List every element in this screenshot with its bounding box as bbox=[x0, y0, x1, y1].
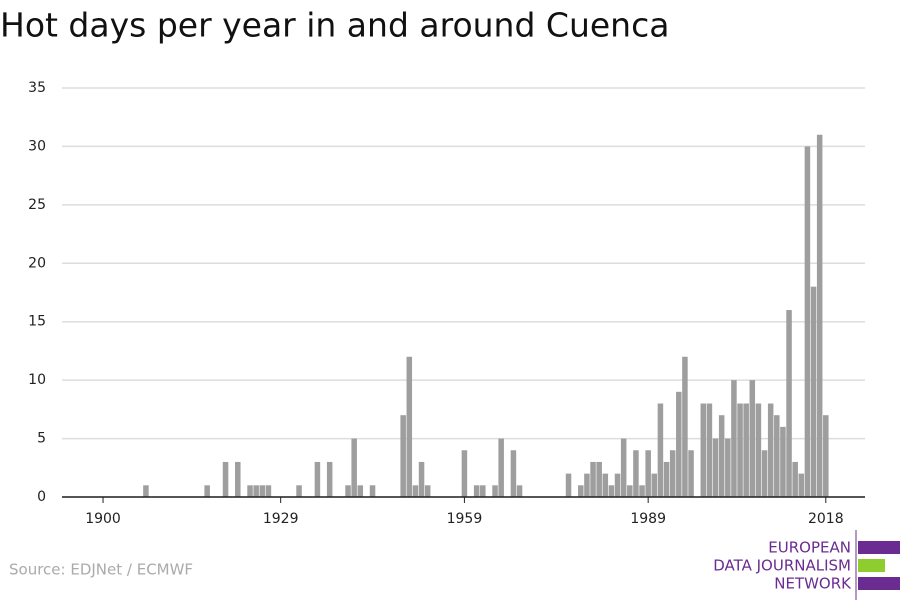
bar bbox=[204, 485, 210, 497]
bar bbox=[357, 485, 364, 497]
bar bbox=[578, 485, 584, 497]
bar bbox=[657, 403, 664, 497]
bar bbox=[761, 450, 768, 497]
bar bbox=[792, 461, 798, 497]
bar bbox=[731, 380, 737, 497]
bar bbox=[639, 485, 645, 497]
bar bbox=[645, 450, 651, 497]
y-tick-label: 5 bbox=[37, 431, 46, 447]
bar bbox=[712, 438, 719, 497]
bar bbox=[676, 391, 682, 497]
bar bbox=[369, 485, 376, 497]
bar bbox=[259, 485, 266, 497]
bar bbox=[596, 461, 602, 497]
source: Source: EDJNet / ECMWF bbox=[9, 561, 193, 579]
bar bbox=[565, 473, 572, 497]
y-tick-label: 20 bbox=[28, 255, 46, 271]
bar bbox=[700, 403, 707, 497]
bar bbox=[516, 485, 523, 497]
chart-title: Hot days per year in and around Cuenca bbox=[0, 6, 669, 45]
bar bbox=[590, 461, 596, 497]
bar bbox=[265, 485, 272, 497]
x-tick-label: 2018 bbox=[808, 511, 844, 527]
bar bbox=[345, 485, 351, 497]
logo-text: EUROPEAN bbox=[768, 539, 851, 557]
bar bbox=[235, 461, 241, 497]
bar bbox=[669, 450, 676, 497]
y-tick-label: 15 bbox=[28, 314, 46, 330]
bar bbox=[633, 450, 639, 497]
bar bbox=[326, 461, 333, 497]
bar bbox=[406, 356, 413, 497]
logo-bar bbox=[858, 559, 885, 572]
bar bbox=[480, 485, 486, 497]
bar bbox=[816, 134, 823, 497]
bar bbox=[424, 485, 431, 497]
bar bbox=[755, 403, 762, 497]
bar bbox=[510, 450, 517, 497]
bar bbox=[620, 438, 627, 497]
bar bbox=[688, 450, 694, 497]
bar bbox=[810, 286, 817, 497]
bar bbox=[351, 438, 357, 497]
bar bbox=[400, 415, 406, 497]
y-tick-label: 25 bbox=[28, 197, 46, 213]
bar bbox=[780, 426, 786, 497]
bar bbox=[804, 146, 811, 497]
bar bbox=[706, 403, 713, 497]
bar bbox=[663, 461, 670, 497]
y-tick-label: 10 bbox=[28, 372, 46, 388]
bar bbox=[492, 485, 498, 497]
logo-text: NETWORK bbox=[774, 575, 852, 593]
y-tick-label: 0 bbox=[37, 489, 46, 505]
bar bbox=[143, 485, 149, 497]
bar bbox=[651, 473, 658, 497]
bar bbox=[798, 473, 805, 497]
bar bbox=[725, 438, 731, 497]
bar bbox=[737, 403, 743, 497]
logo-text: DATA JOURNALISM bbox=[713, 557, 851, 575]
bar bbox=[614, 473, 621, 497]
bar bbox=[253, 485, 259, 497]
x-tick-label: 1900 bbox=[85, 511, 121, 527]
bar bbox=[584, 473, 590, 497]
y-tick-label: 35 bbox=[28, 80, 46, 96]
bar bbox=[412, 485, 419, 497]
bar bbox=[461, 450, 468, 497]
bar bbox=[749, 380, 756, 497]
x-tick-label: 1959 bbox=[447, 511, 483, 527]
bar bbox=[823, 415, 829, 497]
bar bbox=[743, 403, 749, 497]
x-tick-label: 1929 bbox=[263, 511, 299, 527]
x-tick-label: 1989 bbox=[630, 511, 666, 527]
bar bbox=[627, 485, 633, 497]
bar bbox=[296, 485, 302, 497]
bar bbox=[473, 485, 480, 497]
logo-bar bbox=[858, 577, 900, 590]
bar bbox=[718, 415, 725, 497]
bar bbox=[418, 461, 425, 497]
bar bbox=[222, 461, 229, 497]
bar bbox=[767, 403, 774, 497]
y-tick-label: 30 bbox=[28, 138, 46, 154]
bar bbox=[314, 461, 321, 497]
bar bbox=[498, 438, 504, 497]
bar bbox=[608, 485, 615, 497]
logo-bar bbox=[858, 541, 900, 554]
bar bbox=[602, 473, 609, 497]
bar bbox=[682, 356, 688, 497]
bar bbox=[774, 415, 780, 497]
bar bbox=[786, 310, 792, 497]
bar bbox=[247, 485, 253, 497]
